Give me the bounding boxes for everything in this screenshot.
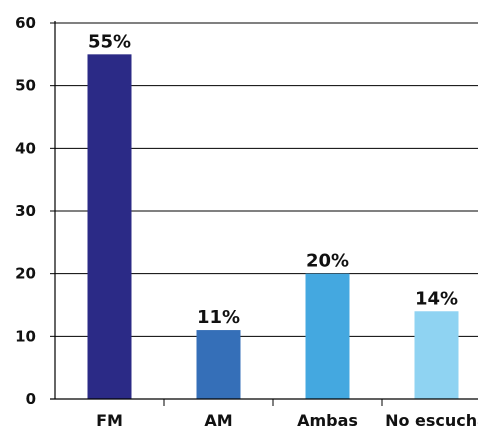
bar-fm — [87, 54, 132, 399]
data-labels: 55% 11% 20% 14% — [88, 31, 458, 328]
bars — [87, 54, 459, 399]
x-tick-label-fm: FM — [96, 411, 123, 430]
y-tick-label-10: 10 — [15, 327, 36, 345]
data-label-am: 11% — [197, 307, 240, 328]
y-tick-label-60: 60 — [15, 14, 36, 32]
data-label-fm: 55% — [88, 31, 131, 52]
y-tick-label-0: 0 — [26, 390, 36, 408]
axes — [50, 21, 478, 400]
data-label-ambas: 20% — [306, 251, 349, 272]
y-tick-label-50: 50 — [15, 77, 36, 95]
y-tick-label-30: 30 — [15, 202, 36, 220]
x-tick-label-ambas: Ambas — [297, 411, 358, 430]
y-axis-ticks: 0 10 20 30 40 50 60 — [15, 14, 55, 408]
x-tick-label-no-escucha: No escucha — [385, 411, 478, 430]
x-tick-label-am: AM — [204, 411, 232, 430]
bar-no-escucha — [414, 311, 459, 399]
x-axis-ticks: FM AM Ambas No escucha — [96, 399, 478, 430]
y-tick-label-20: 20 — [15, 265, 36, 283]
y-tick-label-40: 40 — [15, 139, 36, 157]
bar-am — [196, 330, 241, 399]
data-label-no-escucha: 14% — [415, 288, 458, 309]
bar-ambas — [305, 273, 350, 399]
